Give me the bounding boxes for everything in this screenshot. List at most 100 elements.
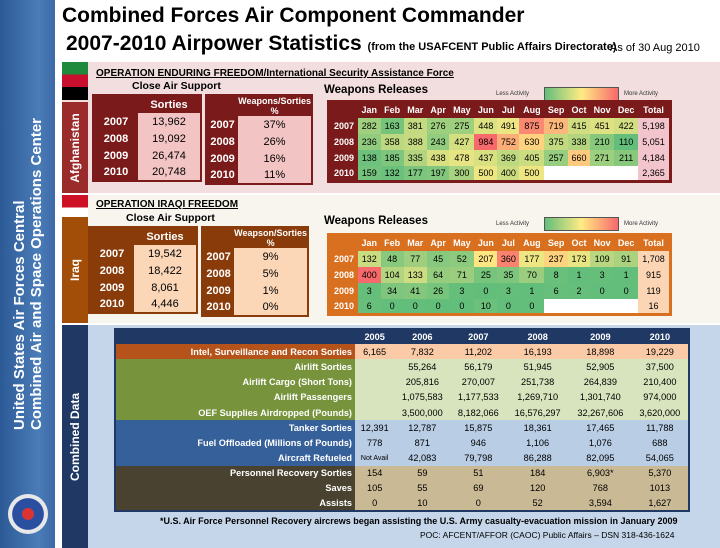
value-cell: Not Avail [355, 450, 395, 466]
value-cell: 6,165 [355, 344, 395, 360]
value-cell: 1013 [631, 480, 689, 497]
table-row: 2008 400 104 133 64 71 25 35 70 8 1 3 1 915 [329, 266, 671, 283]
year-cell: 2007 [206, 116, 239, 133]
value-cell: 210,400 [631, 374, 689, 390]
heat-cell: 138 [358, 149, 381, 166]
value-cell: 19,229 [631, 344, 689, 360]
value-cell: 18,898 [569, 344, 632, 360]
year-cell: 2008 [206, 133, 239, 150]
heat-cell: 438 [426, 149, 450, 166]
sorties-cell: 13,962 [152, 115, 186, 128]
year-cell: 2008 [333, 269, 355, 280]
table-row: Airlift Cargo (Short Tons) 205,816 270,007… [115, 374, 689, 390]
activity-gradient [544, 87, 619, 101]
row-label: Saves [115, 480, 355, 497]
row-label: Assists [115, 496, 355, 512]
weapons-releases-table: Jan Feb Mar Apr May Jun Jul Aug Sep Oct Nov Dec Tota… [327, 233, 672, 316]
month-header: May [453, 238, 471, 249]
value-cell: 6,903* [569, 465, 632, 481]
heat-cell: 185 [380, 149, 404, 166]
heat-cell: 48 [380, 250, 404, 267]
combined-data-table: 2005 2006 2007 2008 2009 2010 Intel, Surveilla… [114, 328, 690, 513]
table-row: 2007 19,542 [89, 245, 197, 262]
year-cell: 2009 [89, 279, 134, 296]
heat-cell: 3 [358, 282, 381, 299]
heat-cell: 500 [474, 165, 498, 182]
heat-cell: 427 [449, 133, 475, 150]
month-header: May [453, 105, 471, 116]
row-label: Airlift Sorties [115, 359, 355, 375]
total-cell: 16 [638, 298, 671, 315]
month-header: Apr [430, 105, 446, 116]
value-cell: 37,500 [631, 359, 689, 375]
heat-cell: 236 [358, 133, 381, 150]
column-header: Weapson/Sorties % [234, 227, 308, 248]
year-header: 2007 [468, 332, 489, 343]
year-cell: 2007 [89, 245, 134, 262]
total-cell: 1,708 [638, 250, 671, 267]
heat-cell: 45 [426, 250, 450, 267]
legend-less: Less Activity [496, 91, 530, 97]
heat-cell [614, 165, 639, 182]
table-row: Fuel Offloaded (Millions of Pounds) 778 87… [115, 435, 689, 451]
heat-cell: 282 [358, 117, 381, 134]
table-row: OEF Supplies Airdropped (Pounds) 3,500,00… [115, 404, 689, 421]
total-cell: 2,365 [638, 165, 671, 182]
table-row: 2008 18,422 [89, 262, 197, 279]
year-cell: 2009 [206, 150, 239, 167]
month-header: Feb [384, 105, 401, 116]
value-cell: 59 [394, 465, 451, 481]
year-header: 2005 [364, 332, 385, 343]
year-cell: 2010 [206, 167, 239, 184]
sidebar-line1: United States Air Forces Central [10, 200, 28, 431]
sorties-cell: 18,422 [148, 264, 182, 277]
value-cell: 11,202 [450, 344, 507, 360]
heat-cell [544, 298, 568, 315]
value-cell: 871 [394, 435, 451, 451]
table-row: Tanker Sorties 12,391 12,787 15,875 18,361 17… [115, 420, 689, 436]
ws-cell: 11% [263, 169, 286, 181]
heat-cell: 8 [544, 266, 568, 283]
heat-cell: 300 [449, 165, 475, 182]
total-header: Total [643, 105, 664, 116]
month-header: Jan [361, 105, 378, 116]
heat-cell: 173 [568, 250, 590, 267]
operation-title: OPERATION ENDURING FREEDOM/International… [96, 68, 454, 79]
heat-cell: 237 [544, 250, 568, 267]
heat-cell: 52 [449, 250, 475, 267]
value-cell: 82,095 [569, 450, 632, 466]
weapons-releases-table: Jan Feb Mar Apr May Jun Jul Aug Sep Oct Nov Dec Tota… [327, 100, 672, 183]
table-row: 2007 282 163 381 276 275 448 491 875 719 415 451 422… [329, 117, 671, 134]
value-cell: 12,787 [394, 420, 451, 436]
heat-cell: 0 [519, 298, 545, 315]
month-header: Nov [593, 105, 611, 116]
table-row: Airlift Sorties 55,264 56,179 51,945 52,905 3… [115, 359, 689, 375]
heat-cell: 211 [614, 149, 639, 166]
heat-cell [544, 165, 568, 182]
heat-cell: 0 [403, 298, 427, 315]
value-cell [355, 404, 395, 421]
heat-cell: 207 [474, 250, 498, 267]
heat-cell: 109 [590, 250, 615, 267]
table-row: 2008 19,092 [93, 130, 201, 147]
table-row: 2008 236 358 388 243 427 984 752 630 375 338 210 110… [329, 133, 671, 150]
heat-cell: 64 [426, 266, 450, 283]
value-cell: 10 [394, 496, 451, 512]
heat-cell [614, 298, 639, 315]
heat-cell: 491 [497, 117, 520, 134]
heat-cell: 132 [380, 165, 404, 182]
heat-cell [568, 298, 590, 315]
heat-cell: 0 [614, 282, 639, 299]
year-cell: 2010 [93, 164, 138, 181]
year-cell: 2007 [202, 248, 235, 265]
sidebar-banner: United States Air Forces Central Combined… [0, 0, 55, 548]
value-cell: 0 [450, 496, 507, 512]
sorties-cell: 19,092 [152, 132, 186, 145]
value-cell: 1,076 [569, 435, 632, 451]
table-row: 2009 138 185 335 438 478 437 369 405 257 660 271 211… [329, 149, 671, 166]
heat-cell: 360 [497, 250, 520, 267]
value-cell: 7,832 [394, 344, 451, 360]
row-label: OEF Supplies Airdropped (Pounds) [115, 404, 355, 421]
heat-cell: 984 [474, 133, 498, 150]
value-cell: 32,267,606 [569, 404, 632, 421]
